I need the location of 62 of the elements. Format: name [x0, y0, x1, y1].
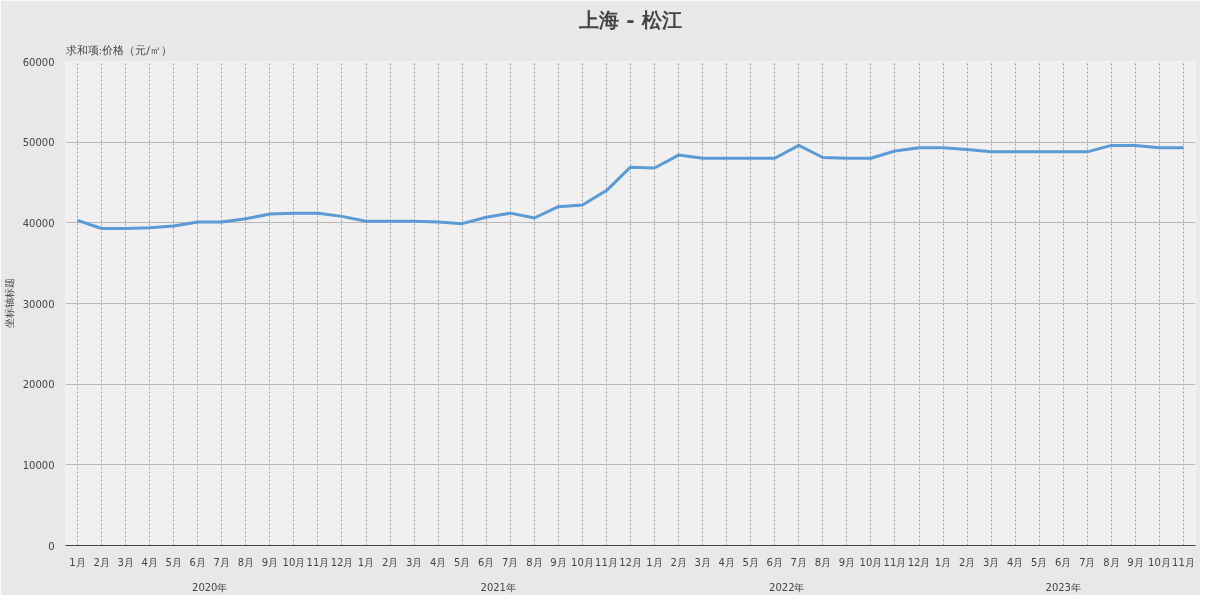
x-tick-label: 2月: [670, 556, 687, 568]
y-tick-label: 60000: [22, 56, 55, 68]
x-tick-label: 8月: [1103, 556, 1120, 568]
x-tick-label: 11月: [1172, 556, 1195, 568]
x-tick-label: 11月: [883, 556, 907, 568]
x-tick-label: 5月: [1031, 556, 1048, 568]
x-tick-label: 8月: [237, 556, 255, 568]
text: 求和项:价格（元/㎡）: [65, 43, 172, 57]
x-tick-label: 8月: [526, 556, 543, 568]
x-tick-label: 3月: [405, 556, 423, 568]
x-tick-label: 1月: [646, 556, 663, 568]
x-tick-label: 1月: [357, 556, 375, 568]
x-tick-label: 8月: [814, 556, 832, 568]
x-tick-label: 4月: [141, 556, 158, 568]
x-tick-label: 6月: [478, 556, 495, 568]
x-tick-label: 3月: [694, 556, 711, 568]
x-tick-label: 9月: [550, 556, 567, 568]
x-tick-label: 7月: [790, 556, 807, 568]
x-tick-label: 10月: [282, 556, 306, 568]
y-tick-label: 40000: [22, 217, 55, 229]
x-tick-label: 7月: [1079, 556, 1096, 568]
x-tick-label: 2月: [381, 556, 399, 568]
x-tick-label: 4月: [1007, 556, 1024, 568]
text: 2023年: [1045, 581, 1081, 593]
x-tick-label: 12月: [907, 556, 931, 568]
y-tick-label: 20000: [22, 379, 55, 391]
x-tick-label: 9月: [261, 556, 279, 568]
y-tick-label: 0: [48, 540, 55, 552]
x-tick-label: 10月: [1148, 556, 1171, 568]
text: 2020年: [192, 581, 228, 593]
x-tick-label: 10月: [859, 556, 883, 568]
x-tick-label: 4月: [718, 556, 735, 568]
y-tick-label: 30000: [22, 298, 55, 310]
x-tick-label: 7月: [213, 556, 230, 568]
text: 2021年: [480, 581, 516, 593]
x-tick-label: 4月: [429, 556, 447, 568]
x-tick-label: 2月: [958, 556, 976, 568]
x-tick-label: 1月: [69, 556, 86, 568]
x-tick-label: 11月: [595, 556, 618, 568]
x-tick-label: 6月: [1055, 556, 1072, 568]
x-tick-label: 5月: [165, 556, 182, 568]
x-tick-label: 11月: [306, 556, 330, 568]
y-axis-title: 坐标轴标题: [3, 278, 15, 329]
x-tick-label: 3月: [117, 556, 134, 568]
x-tick-label: 2月: [93, 556, 110, 568]
y-tick-label: 50000: [22, 137, 55, 149]
x-tick-label: 1月: [934, 556, 952, 568]
text: 2022年: [769, 581, 805, 593]
x-tick-label: 5月: [742, 556, 759, 568]
x-tick-label: 6月: [766, 556, 783, 568]
x-tick-label: 9月: [838, 556, 856, 568]
x-tick-label: 6月: [189, 556, 206, 568]
x-tick-label: 12月: [330, 556, 354, 568]
x-tick-label: 10月: [571, 556, 594, 568]
y-tick-label: 10000: [22, 459, 55, 471]
chart-title: 上海 - 松江: [578, 7, 682, 32]
x-tick-label: 5月: [454, 556, 471, 568]
x-tick-label: 12月: [619, 556, 642, 568]
x-tick-label: 3月: [982, 556, 1000, 568]
x-tick-label: 9月: [1127, 556, 1144, 568]
x-tick-label: 7月: [502, 556, 519, 568]
line-series: [76, 143, 1185, 230]
